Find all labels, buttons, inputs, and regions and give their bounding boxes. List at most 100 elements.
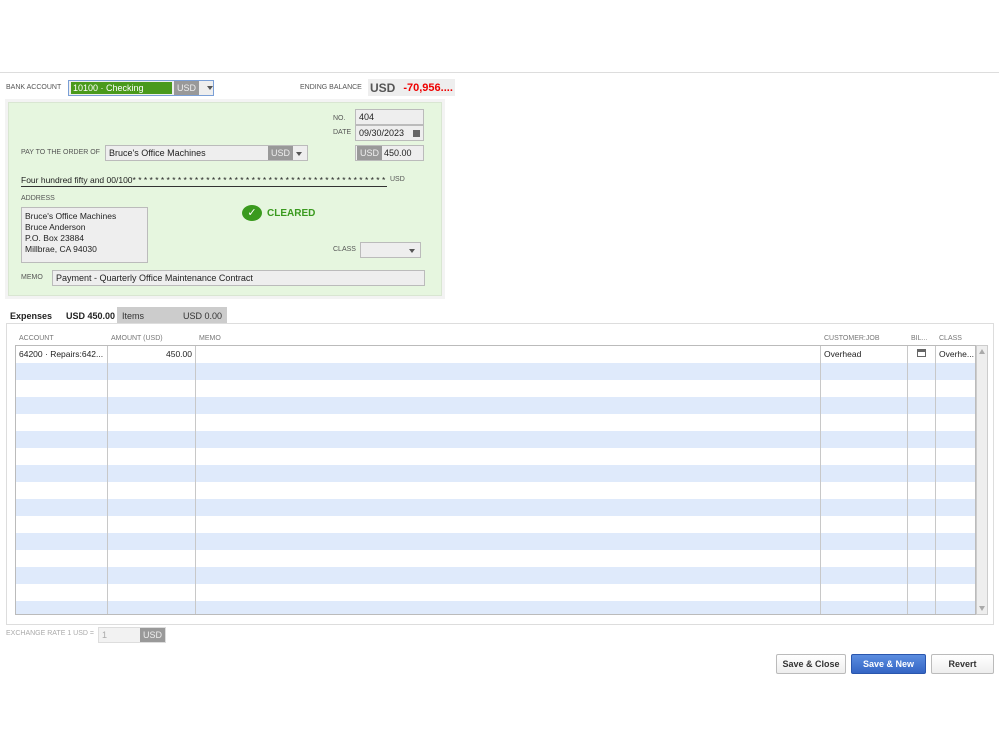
cell-billable-icon[interactable] [908,397,936,414]
cell-class[interactable] [936,465,975,482]
cell-account[interactable] [16,380,108,397]
cell-class[interactable] [936,516,975,533]
cell-account[interactable] [16,601,108,614]
cell-billable-icon[interactable] [908,380,936,397]
cell-class[interactable] [936,567,975,584]
cell-account[interactable] [16,431,108,448]
revert-button[interactable]: Revert [931,654,994,674]
cell-memo[interactable] [196,465,821,482]
scroll-down-icon[interactable] [979,606,985,611]
cell-amount[interactable] [108,482,196,499]
save-close-button[interactable]: Save & Close [776,654,846,674]
cell-class[interactable] [936,414,975,431]
table-row[interactable] [16,499,975,516]
scrollbar[interactable] [976,345,988,615]
table-row[interactable] [16,380,975,397]
cell-account[interactable] [16,482,108,499]
cell-amount[interactable] [108,584,196,601]
cell-class[interactable] [936,431,975,448]
cell-class[interactable] [936,584,975,601]
cell-amount[interactable] [108,567,196,584]
cell-account[interactable] [16,448,108,465]
address-box[interactable]: Bruce's Office Machines Bruce Anderson P… [21,207,148,263]
cell-memo[interactable] [196,499,821,516]
cell-memo[interactable] [196,516,821,533]
memo-field[interactable]: Payment - Quarterly Office Maintenance C… [52,270,425,286]
cell-customer-job[interactable] [821,363,908,380]
cell-customer-job[interactable] [821,414,908,431]
cell-customer-job[interactable] [821,431,908,448]
cell-memo[interactable] [196,567,821,584]
amount-field[interactable]: USD 450.00 [355,145,424,161]
table-row[interactable] [16,550,975,567]
cell-memo[interactable] [196,448,821,465]
cell-amount[interactable] [108,397,196,414]
calendar-icon[interactable] [413,130,420,137]
cell-customer-job[interactable] [821,397,908,414]
cell-billable-icon[interactable] [908,499,936,516]
cell-amount[interactable] [108,448,196,465]
cell-billable-icon[interactable] [908,465,936,482]
cell-account[interactable] [16,414,108,431]
check-no-field[interactable]: 404 [355,109,424,125]
cell-amount[interactable] [108,516,196,533]
cell-class[interactable] [936,380,975,397]
cell-account[interactable] [16,550,108,567]
table-row[interactable] [16,414,975,431]
cell-class[interactable] [936,448,975,465]
cell-class[interactable] [936,533,975,550]
cell-memo[interactable] [196,363,821,380]
table-row[interactable] [16,533,975,550]
cell-class[interactable] [936,601,975,614]
exchange-rate-field[interactable]: 1 USD [98,627,166,643]
cell-account[interactable] [16,397,108,414]
cell-billable-icon[interactable] [908,550,936,567]
cell-amount[interactable] [108,380,196,397]
cell-amount[interactable] [108,414,196,431]
cell-customer-job[interactable] [821,567,908,584]
cell-amount[interactable] [108,499,196,516]
cell-class[interactable] [936,363,975,380]
cell-customer-job[interactable]: Overhead [821,346,908,363]
table-row[interactable] [16,584,975,601]
payee-select[interactable]: Bruce's Office Machines USD [105,145,308,161]
cell-class[interactable] [936,550,975,567]
table-row[interactable] [16,363,975,380]
cell-account[interactable] [16,584,108,601]
table-row[interactable] [16,567,975,584]
cell-customer-job[interactable] [821,380,908,397]
cell-account[interactable] [16,516,108,533]
table-row[interactable] [16,601,975,614]
cell-customer-job[interactable] [821,465,908,482]
cell-billable-icon[interactable] [908,567,936,584]
cell-billable-icon[interactable] [908,516,936,533]
tab-expenses[interactable]: Expenses USD 450.00 [6,307,116,324]
billable-icon[interactable] [908,346,936,363]
cell-memo[interactable] [196,431,821,448]
cell-billable-icon[interactable] [908,482,936,499]
cell-memo[interactable] [196,397,821,414]
cell-account[interactable] [16,363,108,380]
cell-customer-job[interactable] [821,516,908,533]
save-new-button[interactable]: Save & New [851,654,926,674]
cell-memo[interactable] [196,533,821,550]
cell-class[interactable]: Overhe... [936,346,975,363]
date-field[interactable]: 09/30/2023 [355,125,424,141]
cell-amount[interactable] [108,601,196,614]
cell-customer-job[interactable] [821,499,908,516]
cell-account[interactable]: 64200 · Repairs:642... [16,346,108,363]
cell-amount[interactable]: 450.00 [108,346,196,363]
cell-customer-job[interactable] [821,533,908,550]
cell-billable-icon[interactable] [908,363,936,380]
cell-customer-job[interactable] [821,601,908,614]
class-select[interactable] [360,242,421,258]
cell-billable-icon[interactable] [908,431,936,448]
cell-account[interactable] [16,465,108,482]
table-row[interactable] [16,448,975,465]
cell-customer-job[interactable] [821,448,908,465]
cell-memo[interactable] [196,346,821,363]
cell-memo[interactable] [196,380,821,397]
cell-account[interactable] [16,567,108,584]
table-row[interactable] [16,482,975,499]
cell-amount[interactable] [108,431,196,448]
